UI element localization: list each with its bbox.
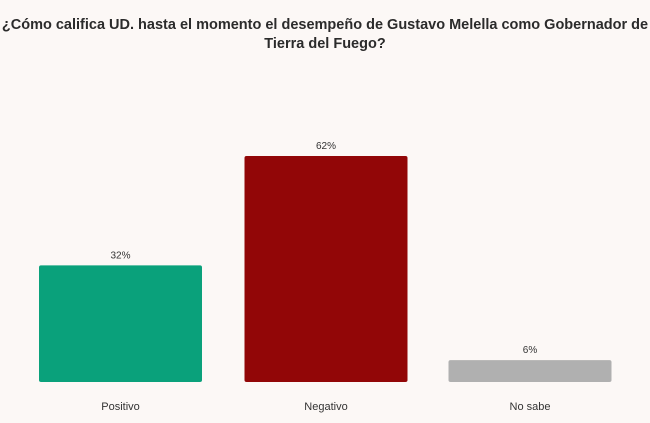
bar-positivo (39, 265, 202, 382)
chart-title-line-2: Tierra del Fuego? (264, 36, 386, 52)
category-label-positivo: Positivo (101, 401, 140, 413)
category-label-negativo: Negativo (304, 401, 347, 413)
chart-title: ¿Cómo califica UD. hasta el momento el d… (0, 16, 650, 54)
chart-title-line-1: ¿Cómo califica UD. hasta el momento el d… (1, 17, 649, 33)
category-label-no-sabe: No sabe (510, 401, 551, 413)
bar-negativo (244, 156, 408, 382)
data-label-no-sabe: 6% (523, 345, 538, 356)
data-label-negativo: 62% (316, 141, 336, 152)
bar-no-sabe (448, 360, 612, 382)
data-label-positivo: 32% (110, 250, 130, 261)
